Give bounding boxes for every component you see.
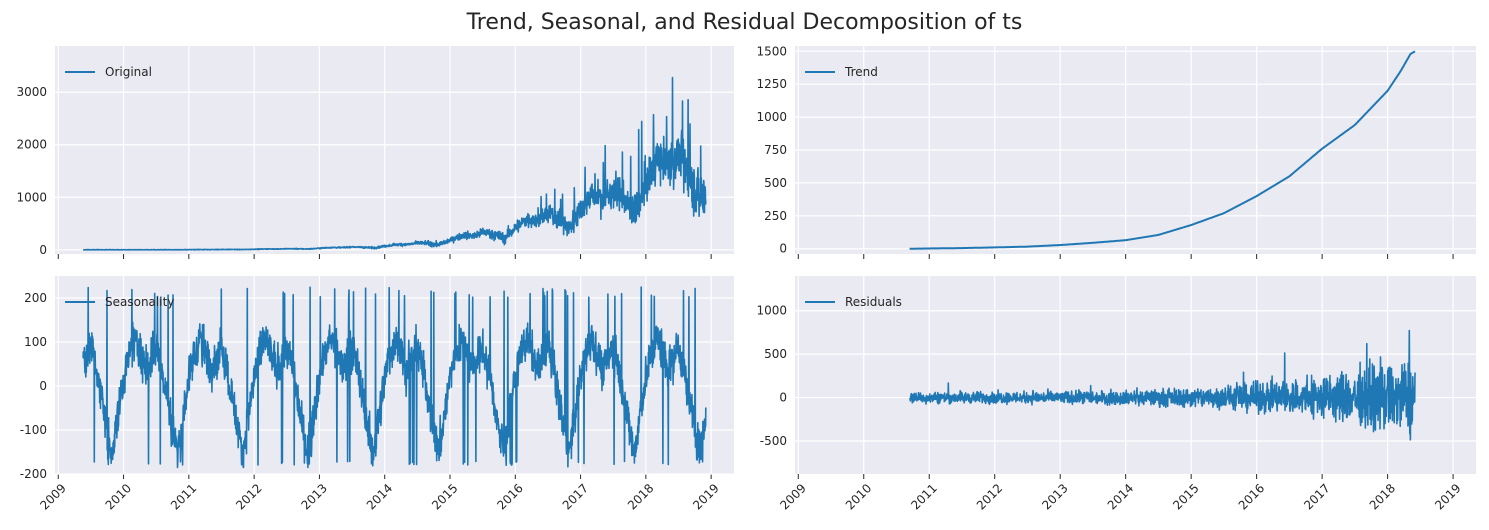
seasonality-x-tick-label: 2011 [168, 481, 199, 512]
trend-y-tick-label: 250 [764, 209, 787, 223]
seasonality-x-tick-label: 2019 [690, 481, 721, 512]
original-plot-area [55, 46, 734, 254]
seasonality-x-tick-label: 2018 [625, 481, 656, 512]
seasonality-legend-label: Seasonality [105, 295, 174, 309]
seasonality-y-tick-label: -100 [20, 423, 47, 437]
trend-panel: 0 250 500 750 1000 1250 1500 Trend [756, 44, 1476, 259]
trend-y-tick-label: 1000 [756, 110, 787, 124]
original-series-line [82, 76, 707, 251]
seasonality-x-tick-label: 2016 [494, 481, 525, 512]
residuals-x-tick-label: 2013 [1039, 481, 1070, 512]
residuals-x-tick-label: 2012 [974, 481, 1005, 512]
residuals-y-tick-label: 1000 [756, 304, 787, 318]
residuals-x-tick-label: 2019 [1432, 481, 1463, 512]
seasonality-x-tick-label: 2009 [37, 481, 68, 512]
seasonality-y-tick-label: 0 [39, 379, 47, 393]
seasonality-y-tick-label: 100 [24, 335, 47, 349]
residuals-panel: 2009 2010 2011 2012 2013 2014 2015 2016 2017 2018… [756, 276, 1476, 513]
residuals-y-tick-label: -500 [760, 434, 787, 448]
original-y-tick-label: 0 [39, 243, 47, 257]
residuals-x-tick-label: 2009 [777, 481, 808, 512]
residuals-x-tick-label: 2011 [908, 481, 939, 512]
seasonality-y-tick-label: 200 [24, 291, 47, 305]
residuals-x-tick-label: 2014 [1105, 481, 1136, 512]
seasonality-x-tick-label: 2014 [364, 481, 395, 512]
residuals-series-line [908, 329, 1416, 441]
trend-y-tick-label: 1250 [756, 77, 787, 91]
original-y-tick-label: 2000 [16, 138, 47, 152]
trend-legend-label: Trend [844, 65, 878, 79]
seasonality-x-tick-label: 2017 [560, 481, 591, 512]
seasonality-x-tick-label: 2013 [299, 481, 330, 512]
figure-title: Trend, Seasonal, and Residual Decomposit… [466, 10, 1023, 35]
seasonality-series-line [82, 286, 707, 469]
trend-y-tick-label: 0 [779, 242, 787, 256]
trend-series-line [909, 50, 1416, 250]
residuals-x-tick-label: 2015 [1170, 481, 1201, 512]
seasonality-panel: 2009 2010 2011 2012 2013 2014 2015 2016 2017 2018… [20, 276, 734, 513]
trend-y-tick-label: 1500 [756, 44, 787, 58]
seasonality-y-tick-label: -200 [20, 467, 47, 481]
original-y-tick-label: 3000 [16, 85, 47, 99]
residuals-y-tick-label: 500 [764, 347, 787, 361]
residuals-x-tick-label: 2016 [1236, 481, 1267, 512]
residuals-x-tick-label: 2010 [843, 481, 874, 512]
original-panel: 0 1000 2000 3000 Original [16, 46, 734, 259]
residuals-x-tick-label: 2018 [1367, 481, 1398, 512]
seasonality-x-tick-label: 2012 [233, 481, 264, 512]
original-legend-label: Original [105, 65, 152, 79]
residuals-x-tick-label: 2017 [1301, 481, 1332, 512]
seasonality-x-tick-label: 2015 [429, 481, 460, 512]
original-y-tick-label: 1000 [16, 190, 47, 204]
residuals-y-tick-label: 0 [779, 391, 787, 405]
residuals-legend-label: Residuals [845, 295, 902, 309]
trend-y-tick-label: 500 [764, 176, 787, 190]
trend-y-tick-label: 750 [764, 143, 787, 157]
seasonality-x-tick-label: 2010 [103, 481, 134, 512]
